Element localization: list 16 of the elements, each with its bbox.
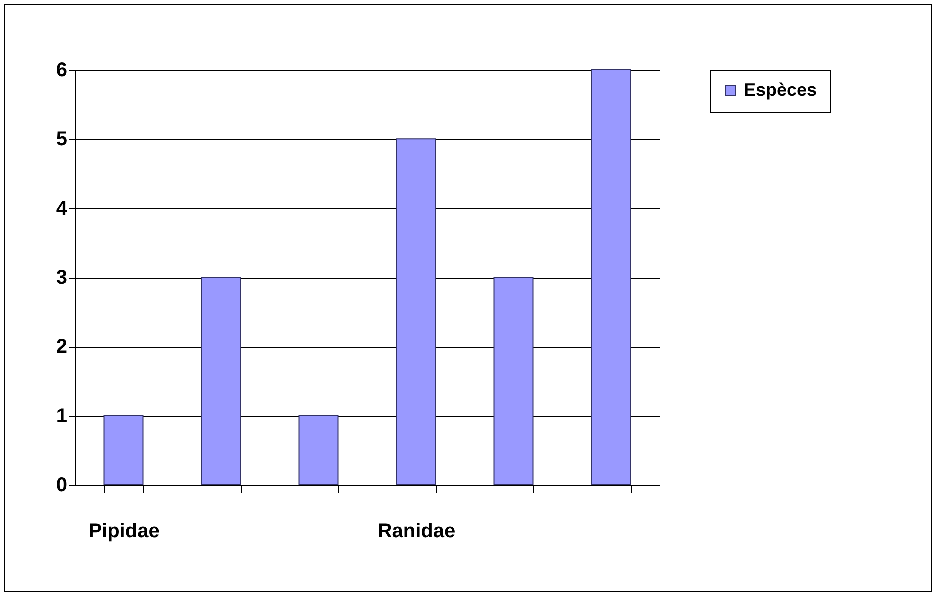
bar <box>494 277 534 486</box>
y-tick-label: 4 <box>56 198 68 220</box>
y-tick-label: 5 <box>56 128 68 151</box>
y-tick-label: 2 <box>56 336 68 358</box>
y-tick-label: 3 <box>56 267 68 289</box>
y-tick-label: 6 <box>56 60 68 82</box>
bar <box>591 70 632 486</box>
legend-label: Espèces <box>744 80 818 100</box>
bar <box>396 138 436 486</box>
bar <box>104 415 144 486</box>
x-tick-label: Pipidae <box>88 520 160 542</box>
y-tick-label: 1 <box>56 405 68 428</box>
x-tick-label: Ranidae <box>378 520 456 542</box>
bar <box>201 277 242 486</box>
bar <box>298 415 339 486</box>
y-tick-label: 0 <box>56 474 68 496</box>
